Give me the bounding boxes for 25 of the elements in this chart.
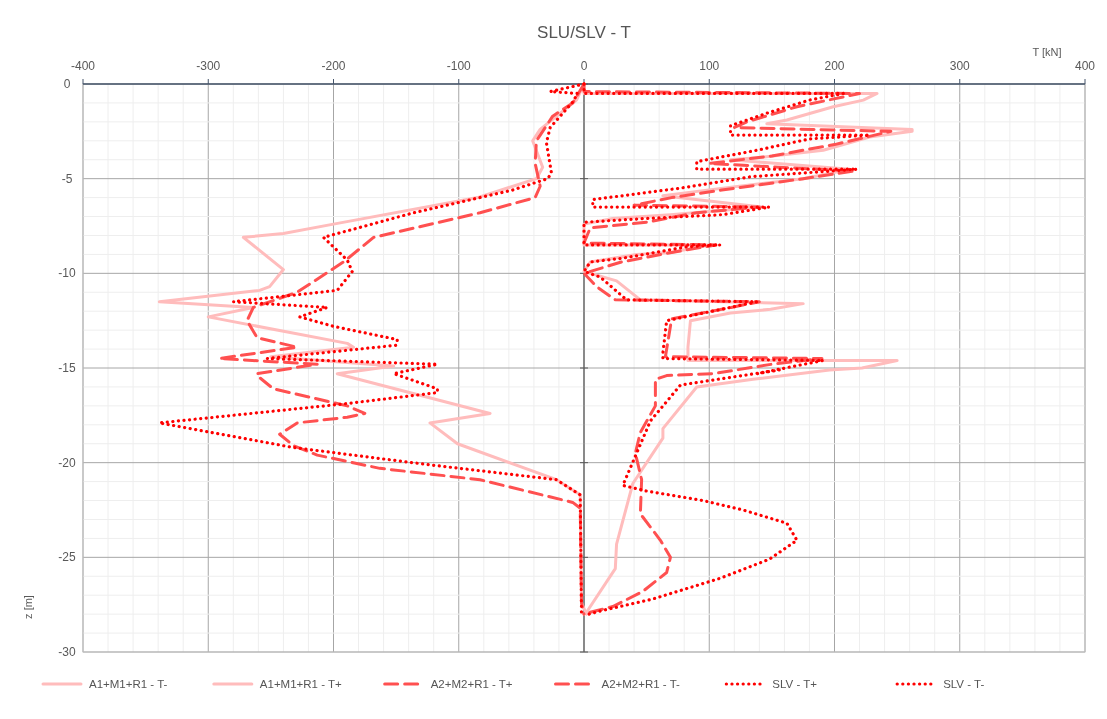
y-tick-label: -15 [58, 361, 76, 375]
x-tick-label: -300 [196, 59, 221, 73]
legend-label: A2+M2+R1 - T- [601, 678, 681, 690]
x-axis-title: T [kN] [1032, 46, 1062, 58]
legend-label: SLV - T- [943, 678, 985, 690]
legend-label: A2+M2+R1 - T+ [430, 678, 513, 690]
legend-label: SLV - T+ [772, 678, 818, 690]
chart-title: SLU/SLV - T [537, 23, 631, 42]
x-tick-label: 300 [949, 59, 971, 73]
y-tick-label: -25 [58, 550, 76, 565]
x-tick-label: 100 [699, 59, 720, 73]
legend-label: A1+M1+R1 - T- [89, 678, 168, 690]
x-tick-label: 400 [1074, 59, 1096, 73]
x-tick-label: -400 [70, 59, 96, 73]
y-tick-label: 0 [63, 77, 71, 91]
x-tick-label: 200 [824, 59, 845, 73]
y-axis-title: z [m] [22, 595, 34, 619]
x-tick-label: 0 [580, 59, 588, 73]
y-tick-label: -20 [58, 455, 76, 470]
y-tick-label: -10 [58, 266, 76, 281]
x-tick-label: -200 [321, 59, 346, 73]
y-tick-label: -30 [58, 645, 76, 659]
y-tick-label: -5 [61, 171, 73, 186]
x-tick-label: -100 [446, 59, 472, 73]
legend-label: A1+M1+R1 - T+ [259, 678, 343, 690]
